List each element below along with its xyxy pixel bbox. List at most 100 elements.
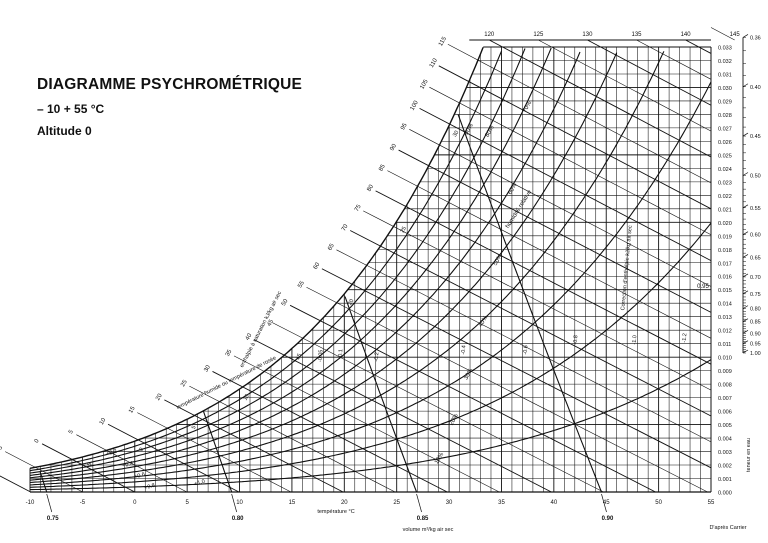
enthalpy-tick-label: 75 <box>354 203 363 212</box>
relative-humidity-label: 10% <box>434 451 446 465</box>
shf-scale-major-tick <box>742 273 749 278</box>
humidity-tick-label: 0.020 <box>718 221 732 227</box>
enthalpy-tick-label: 25 <box>180 379 189 388</box>
enthalpy-tick-label: 120 <box>484 32 495 38</box>
enthalpy-tick-label: 145 <box>730 32 741 38</box>
enthalpy-correction-label: -0.05 <box>317 349 324 362</box>
enthalpy-line <box>538 39 712 132</box>
temperature-tick-label: 55 <box>708 500 715 506</box>
altitude-label: Altitude 0 <box>37 124 92 138</box>
enthalpy-tick-label: 85 <box>378 163 387 172</box>
shf-scale-label: 0.45 <box>750 134 761 140</box>
wet-bulb-label: 5 <box>191 425 198 431</box>
enthalpy-tick-label: 30 <box>203 364 212 373</box>
shf-scale-label: 0.40 <box>750 85 761 91</box>
volume-line <box>202 410 233 493</box>
enthalpy-tick-label: 10 <box>99 417 108 426</box>
temperature-tick-label: 20 <box>341 500 348 506</box>
shf-scale-major-tick <box>742 172 749 176</box>
relative-humidity-label: 80% <box>485 124 497 138</box>
chart-title: DIAGRAMME PSYCHROMÉTRIQUE <box>37 76 303 93</box>
enthalpy-line <box>387 170 712 339</box>
shf-scale-label: 0.60 <box>750 233 761 239</box>
volume-tick-label: 0.90 <box>602 516 614 522</box>
humidity-tick-label: 0.011 <box>718 342 731 348</box>
shf-scale-label: 0.90 <box>750 331 761 337</box>
enthalpy-correction-label: -0.2 <box>374 352 381 362</box>
enthalpy-correction-label: +0.8 <box>144 483 156 492</box>
credit-label: D'après Carrier <box>709 525 746 531</box>
volume-leader <box>231 493 237 513</box>
enthalpy-tick-label: 40 <box>245 332 254 341</box>
relative-humidity-curve <box>30 359 712 491</box>
shf-scale-label: 0.85 <box>750 320 761 326</box>
shf-scale-label: 0.65 <box>750 255 761 261</box>
enthalpy-line <box>710 27 735 41</box>
temperature-tick-label: 30 <box>446 500 453 506</box>
relative-humidity-label: 70% <box>522 100 534 114</box>
relative-humidity-label: 30% <box>463 367 475 381</box>
relative-humidity-label: 50% <box>493 253 505 267</box>
enthalpy-line <box>587 39 712 106</box>
humidity-tick-label: 0.023 <box>718 180 732 186</box>
enthalpy-line <box>363 210 712 391</box>
humidity-tick-label: 0.022 <box>718 194 732 200</box>
enthalpy-tick-label: 35 <box>225 348 234 357</box>
enthalpy-line <box>253 339 552 493</box>
relative-humidity-curve <box>29 222 712 488</box>
enthalpy-tick-label: 60 <box>313 261 322 270</box>
humidity-tick-label: 0.009 <box>718 369 732 375</box>
enthalpy-tick-label: 50 <box>281 298 290 307</box>
enthalpy-correction-label: -0.6 <box>523 345 530 355</box>
enthalpy-tick-label: 20 <box>155 392 164 401</box>
humidity-tick-label: 0.019 <box>718 234 732 240</box>
humidity-tick-label: 0.016 <box>718 275 732 281</box>
humidity-tick-label: 0.013 <box>718 315 732 321</box>
enthalpy-line <box>438 65 712 210</box>
enthalpy-line <box>349 230 712 417</box>
humidity-tick-label: 0.028 <box>718 113 732 119</box>
volume-tick-label: 0.80 <box>232 516 244 522</box>
shf-scale-major-tick <box>742 204 749 209</box>
enthalpy-line <box>306 287 708 493</box>
temperature-tick-label: -5 <box>80 500 86 506</box>
enthalpy-correction-label: -1.2 <box>682 333 689 343</box>
relative-humidity-curve <box>29 48 526 474</box>
shf-scale-label: 0.36 <box>750 35 761 41</box>
temperature-tick-label: 5 <box>185 500 189 506</box>
humidity-tick-label: 0.025 <box>718 153 732 159</box>
enthalpy-correction-label: +0.2 <box>106 449 118 458</box>
enthalpy-axis-label: enthalpie à saturation kJ/kg air sec <box>239 290 283 368</box>
humidity-tick-label: 0.005 <box>718 423 732 429</box>
wet-bulb-label: 20 <box>347 298 355 306</box>
humidity-tick-label: 0.006 <box>718 410 732 416</box>
enthalpy-line <box>107 423 240 493</box>
enthalpy-tick-label: 90 <box>389 143 398 152</box>
humidity-tick-label: 0.004 <box>718 437 732 443</box>
humidity-tick-label: 0.008 <box>718 383 732 389</box>
temperature-tick-label: 10 <box>236 500 243 506</box>
shf-scale-label: 0.95 <box>750 342 761 348</box>
temperature-tick-label: 35 <box>498 500 505 506</box>
saturation-curve <box>29 47 484 469</box>
humidity-tick-label: 0.001 <box>718 477 732 483</box>
enthalpy-line <box>336 249 712 443</box>
humidity-axis-label: teneur en eau <box>746 438 752 472</box>
enthalpy-line <box>189 385 396 493</box>
humidity-tick-label: 0.007 <box>718 396 732 402</box>
temperature-axis-label: température °C <box>317 509 354 515</box>
enthalpy-tick-label: 95 <box>400 122 409 131</box>
humidity-tick-label: 0.033 <box>718 46 732 52</box>
enthalpy-correction-label: +1.0 <box>194 479 206 488</box>
volume-leader <box>601 493 607 513</box>
enthalpy-line <box>375 190 712 365</box>
enthalpy-line <box>289 304 656 493</box>
humidity-tick-label: 0.026 <box>718 140 732 146</box>
enthalpy-tick-label: 100 <box>410 99 421 111</box>
humidity-tick-label: 0.014 <box>718 302 732 308</box>
shf-scale-label: 0.55 <box>750 206 761 212</box>
enthalpy-line <box>0 475 31 493</box>
relative-humidity-label: 90% <box>464 122 476 136</box>
enthalpy-line <box>398 149 712 313</box>
shf-scale-major-tick <box>742 349 749 354</box>
